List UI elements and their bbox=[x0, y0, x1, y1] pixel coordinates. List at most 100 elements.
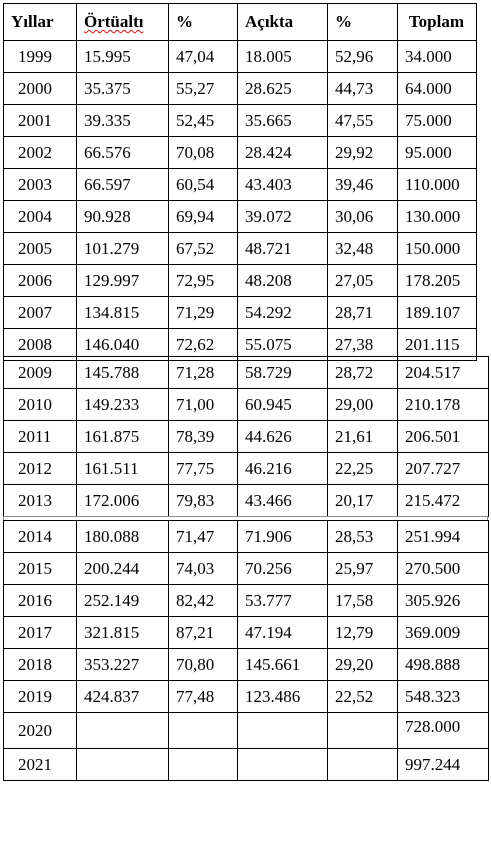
open-field-percent-cell: 27,05 bbox=[327, 264, 398, 297]
open-field-cell: 44.626 bbox=[237, 420, 328, 453]
greenhouse-cell: 145.788 bbox=[76, 356, 169, 389]
empty-cell bbox=[76, 712, 169, 749]
open-field-cell: 48.208 bbox=[237, 264, 328, 297]
total-cell: 997.244 bbox=[397, 748, 489, 781]
greenhouse-cell: 90.928 bbox=[76, 200, 169, 233]
greenhouse-percent-cell: 71,29 bbox=[168, 296, 238, 329]
open-field-percent-cell: 29,00 bbox=[327, 388, 398, 421]
open-field-percent-cell: 44,73 bbox=[327, 72, 398, 105]
header-years: Yıllar bbox=[3, 3, 77, 41]
total-cell: 75.000 bbox=[397, 104, 477, 137]
greenhouse-cell: 172.006 bbox=[76, 484, 169, 517]
total-cell: 178.205 bbox=[397, 264, 477, 297]
year-cell: 2020 bbox=[3, 712, 77, 749]
total-cell: 64.000 bbox=[397, 72, 477, 105]
greenhouse-cell: 161.511 bbox=[76, 452, 169, 485]
open-field-percent-cell: 22,25 bbox=[327, 452, 398, 485]
table-row: 2004 90.928 69,94 39.072 30,06 130.000 bbox=[3, 200, 477, 233]
open-field-percent-cell: 25,97 bbox=[327, 552, 398, 585]
empty-cell bbox=[327, 748, 398, 781]
open-field-cell: 55.075 bbox=[237, 328, 328, 361]
year-cell: 2012 bbox=[3, 452, 77, 485]
greenhouse-cell: 134.815 bbox=[76, 296, 169, 329]
open-field-cell: 145.661 bbox=[237, 648, 328, 681]
greenhouse-percent-cell: 74,03 bbox=[168, 552, 238, 585]
year-cell: 2003 bbox=[3, 168, 77, 201]
year-cell: 2018 bbox=[3, 648, 77, 681]
table-row: 2010 149.233 71,00 60.945 29,00 210.178 bbox=[3, 388, 489, 421]
greenhouse-cell: 129.997 bbox=[76, 264, 169, 297]
open-field-cell: 47.194 bbox=[237, 616, 328, 649]
total-cell: 204.517 bbox=[397, 356, 489, 389]
open-field-percent-cell: 28,71 bbox=[327, 296, 398, 329]
empty-cell bbox=[76, 748, 169, 781]
table-row: 2017 321.815 87,21 47.194 12,79 369.009 bbox=[3, 616, 489, 649]
table-row: 2015 200.244 74,03 70.256 25,97 270.500 bbox=[3, 552, 489, 585]
header-greenhouse: Örtüaltı bbox=[76, 3, 169, 41]
year-cell: 2010 bbox=[3, 388, 77, 421]
total-cell: 201.115 bbox=[397, 328, 477, 361]
table-row: 2009 145.788 71,28 58.729 28,72 204.517 bbox=[3, 356, 489, 389]
empty-cell bbox=[168, 748, 238, 781]
total-cell: 34.000 bbox=[397, 40, 477, 73]
greenhouse-percent-cell: 71,00 bbox=[168, 388, 238, 421]
table-row: 2016 252.149 82,42 53.777 17,58 305.926 bbox=[3, 584, 489, 617]
year-cell: 2005 bbox=[3, 232, 77, 265]
open-field-cell: 54.292 bbox=[237, 296, 328, 329]
greenhouse-percent-cell: 55,27 bbox=[168, 72, 238, 105]
open-field-percent-cell: 52,96 bbox=[327, 40, 398, 73]
header-greenhouse-label: Örtüaltı bbox=[84, 12, 144, 31]
year-cell: 2004 bbox=[3, 200, 77, 233]
open-field-cell: 48.721 bbox=[237, 232, 328, 265]
header-row: Yıllar Örtüaltı % Açıkta % Toplam bbox=[3, 3, 477, 41]
total-cell: 369.009 bbox=[397, 616, 489, 649]
table-row: 2003 66.597 60,54 43.403 39,46 110.000 bbox=[3, 168, 477, 201]
total-cell: 189.107 bbox=[397, 296, 477, 329]
open-field-percent-cell: 28,72 bbox=[327, 356, 398, 389]
table-row: 2018 353.227 70,80 145.661 29,20 498.888 bbox=[3, 648, 489, 681]
year-cell: 2009 bbox=[3, 356, 77, 389]
total-cell: 150.000 bbox=[397, 232, 477, 265]
greenhouse-percent-cell: 71,28 bbox=[168, 356, 238, 389]
total-cell: 215.472 bbox=[397, 484, 489, 517]
year-cell: 2017 bbox=[3, 616, 77, 649]
open-field-percent-cell: 29,20 bbox=[327, 648, 398, 681]
total-cell: 207.727 bbox=[397, 452, 489, 485]
header-total: Toplam bbox=[397, 3, 477, 41]
open-field-percent-cell: 29,92 bbox=[327, 136, 398, 169]
open-field-cell: 28.625 bbox=[237, 72, 328, 105]
table-row-2020: 2020 728.000 bbox=[3, 712, 489, 749]
year-cell: 2021 bbox=[3, 748, 77, 781]
greenhouse-cell: 200.244 bbox=[76, 552, 169, 585]
header-percent-greenhouse: % bbox=[168, 3, 238, 41]
year-cell: 2000 bbox=[3, 72, 77, 105]
production-table-1999-2008: Yıllar Örtüaltı % Açıkta % Toplam 1999 15… bbox=[3, 3, 477, 361]
year-cell: 1999 bbox=[3, 40, 77, 73]
greenhouse-percent-cell: 52,45 bbox=[168, 104, 238, 137]
table-row: 2014 180.088 71,47 71.906 28,53 251.994 bbox=[3, 520, 489, 553]
greenhouse-percent-cell: 87,21 bbox=[168, 616, 238, 649]
table-row: 2008 146.040 72,62 55.075 27,38 201.115 bbox=[3, 328, 477, 361]
open-field-percent-cell: 17,58 bbox=[327, 584, 398, 617]
section-divider bbox=[3, 516, 488, 517]
total-cell: 498.888 bbox=[397, 648, 489, 681]
open-field-percent-cell: 21,61 bbox=[327, 420, 398, 453]
open-field-percent-cell: 22,52 bbox=[327, 680, 398, 713]
table-row: 1999 15.995 47,04 18.005 52,96 34.000 bbox=[3, 40, 477, 73]
open-field-percent-cell: 30,06 bbox=[327, 200, 398, 233]
total-cell: 130.000 bbox=[397, 200, 477, 233]
production-table-2014-2021: 2014 180.088 71,47 71.906 28,53 251.994 2015 20… bbox=[3, 520, 489, 781]
open-field-cell: 18.005 bbox=[237, 40, 328, 73]
table-row: 2001 39.335 52,45 35.665 47,55 75.000 bbox=[3, 104, 477, 137]
greenhouse-percent-cell: 77,48 bbox=[168, 680, 238, 713]
production-table-2009-2013: 2009 145.788 71,28 58.729 28,72 204.517 2010 14… bbox=[3, 356, 489, 517]
table-row: 2005 101.279 67,52 48.721 32,48 150.000 bbox=[3, 232, 477, 265]
greenhouse-cell: 66.597 bbox=[76, 168, 169, 201]
table-row-2021: 2021 997.244 bbox=[3, 748, 489, 781]
year-cell: 2019 bbox=[3, 680, 77, 713]
greenhouse-percent-cell: 71,47 bbox=[168, 520, 238, 553]
open-field-percent-cell: 28,53 bbox=[327, 520, 398, 553]
open-field-percent-cell: 47,55 bbox=[327, 104, 398, 137]
table-row: 2013 172.006 79,83 43.466 20,17 215.472 bbox=[3, 484, 489, 517]
year-cell: 2014 bbox=[3, 520, 77, 553]
